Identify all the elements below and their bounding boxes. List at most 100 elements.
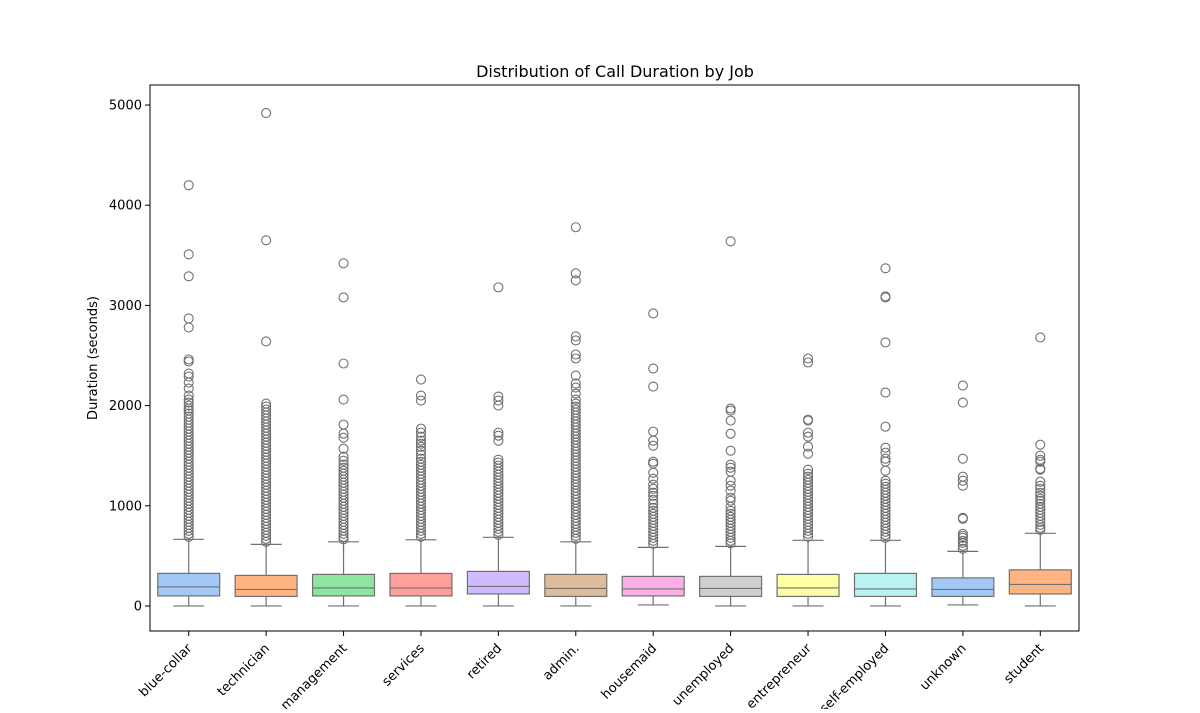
outlier-point [570, 388, 581, 399]
outlier-point [338, 451, 349, 462]
outlier-point [1035, 483, 1046, 494]
outlier-point [1035, 450, 1046, 461]
outlier-point [415, 525, 427, 536]
outlier-point [648, 498, 659, 509]
outlier-point [648, 440, 659, 451]
outlier-point [570, 527, 581, 538]
x-tick-label: entrepreneur [744, 641, 816, 709]
outlier-point [648, 308, 659, 319]
outlier-point [415, 395, 427, 406]
outlier-point [880, 529, 891, 540]
outlier-point [570, 378, 581, 389]
box-body [311, 573, 376, 597]
outlier-point [570, 382, 581, 393]
outlier-point [802, 525, 814, 536]
outlier-point [725, 532, 736, 543]
outlier-point [183, 397, 194, 408]
outlier-point [183, 271, 194, 282]
outlier-point [261, 108, 272, 119]
box-body [234, 574, 298, 598]
outlier-point [880, 292, 891, 303]
outlier-point [957, 537, 968, 548]
x-tick-label: unemployed [670, 641, 738, 709]
outlier-point [493, 529, 504, 540]
x-tick-label: blue-collar [137, 641, 196, 700]
outlier-point [183, 528, 194, 539]
outlier-point [880, 453, 891, 464]
outlier-point [183, 371, 194, 382]
outlier-point [1035, 490, 1046, 501]
outlier-point [648, 535, 659, 546]
box-management [311, 258, 376, 607]
outlier-point [880, 465, 891, 476]
outlier-point [415, 427, 427, 438]
outlier-point [802, 415, 814, 426]
outlier-point [957, 513, 968, 524]
outlier-point [1035, 516, 1046, 527]
outlier-point [570, 268, 581, 279]
outlier-point [802, 353, 814, 364]
outlier-point [493, 523, 504, 534]
outlier-point [1035, 480, 1046, 491]
outlier-point [338, 455, 349, 466]
outlier-point [880, 337, 891, 348]
box-body [931, 577, 995, 598]
outlier-point [725, 475, 736, 486]
outlier-point [957, 543, 968, 554]
outlier-point [415, 531, 427, 542]
outlier-point [338, 419, 349, 430]
outlier-point [183, 322, 194, 333]
outlier-point [570, 533, 581, 544]
outlier-point [415, 441, 427, 452]
outlier-point [802, 357, 814, 368]
outlier-point [802, 448, 814, 459]
outlier-point [183, 356, 194, 367]
outlier-point [570, 222, 581, 233]
outlier-point [338, 394, 349, 405]
outlier-point [570, 349, 581, 360]
outlier-point [338, 443, 349, 454]
outlier-point [493, 282, 504, 293]
box-body [466, 570, 530, 595]
box-body [621, 575, 685, 597]
box-body [1008, 569, 1072, 595]
box-body [853, 572, 918, 598]
plot-area: 0 1000 2000 3000 4000 5000 blue-collar technici… [109, 99, 1072, 713]
outlier-point [570, 331, 581, 342]
outlier-point [725, 459, 736, 470]
outlier-point [183, 313, 194, 324]
outlier-point [802, 441, 814, 452]
outlier-point [338, 358, 349, 369]
outlier-point [415, 423, 427, 434]
outlier-point [415, 431, 427, 442]
box-admin. [544, 222, 608, 607]
outlier-point [338, 528, 349, 539]
outlier-point [725, 236, 736, 247]
box-body [776, 573, 840, 598]
outlier-point [261, 530, 272, 541]
outlier-point [725, 405, 736, 416]
box-body [157, 572, 221, 597]
y-tick-label: 5000 [109, 99, 142, 114]
box-body [544, 573, 608, 598]
x-tick-label: student [1001, 641, 1047, 687]
box-entrepreneur [776, 353, 840, 607]
outlier-point [957, 380, 968, 391]
outlier-point [183, 354, 194, 365]
box-unemployed [699, 236, 763, 607]
outlier-point [725, 415, 736, 426]
outlier-point [183, 383, 194, 394]
outlier-point [261, 533, 272, 544]
box-technician [234, 108, 298, 607]
outlier-point [338, 258, 349, 269]
outlier-point [725, 403, 736, 414]
outlier-point [493, 435, 504, 446]
outlier-point [648, 363, 659, 374]
outlier-point [725, 445, 736, 456]
outlier-point [570, 275, 581, 286]
y-tick-label: 2000 [109, 399, 142, 414]
outlier-point [802, 431, 814, 442]
outlier-point [183, 400, 194, 411]
outlier-point [880, 442, 891, 453]
